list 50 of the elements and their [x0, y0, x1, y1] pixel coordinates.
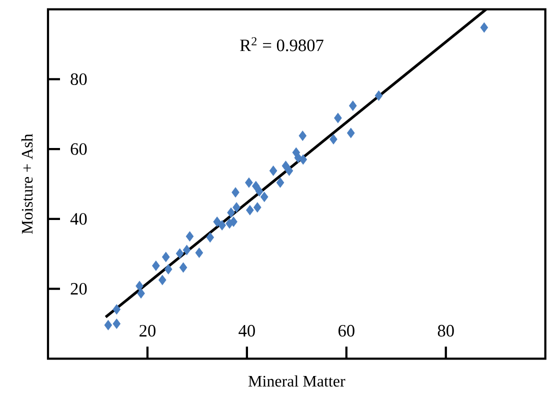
point — [112, 318, 121, 329]
point — [282, 160, 290, 171]
y-tick-label: 40 — [70, 213, 87, 225]
point — [213, 216, 221, 227]
point — [164, 264, 172, 274]
x-tick-label: 60 — [338, 324, 354, 337]
y-tick-label: 80 — [70, 73, 87, 86]
point — [195, 248, 204, 258]
point — [179, 262, 188, 273]
point — [374, 90, 383, 101]
x-axis-title: Mineral Matter — [248, 375, 346, 387]
point — [136, 280, 144, 292]
point — [112, 304, 121, 314]
point — [334, 112, 342, 124]
point — [254, 202, 262, 212]
point — [276, 178, 284, 188]
point — [104, 320, 112, 330]
point — [158, 274, 166, 286]
point — [246, 205, 254, 216]
point — [330, 134, 338, 144]
point — [137, 288, 145, 298]
point — [206, 232, 214, 243]
x-tick-label: 80 — [438, 324, 454, 337]
point — [269, 166, 278, 176]
point — [480, 22, 488, 33]
point — [252, 181, 260, 192]
y-tick-label: 60 — [70, 143, 87, 155]
point — [347, 128, 355, 138]
x-tick-label: 20 — [140, 324, 156, 337]
annotation: R$^{2}$ = 0.9807 — [240, 37, 324, 52]
point — [232, 202, 240, 212]
point — [299, 154, 308, 165]
point — [260, 192, 268, 202]
point — [285, 166, 294, 176]
point — [182, 244, 191, 256]
y-axis-title: Moisture + Ash — [21, 134, 33, 234]
point — [152, 260, 160, 271]
point — [227, 208, 235, 218]
point — [298, 130, 307, 141]
point — [162, 252, 170, 262]
point — [256, 186, 264, 196]
point — [349, 100, 357, 111]
point — [176, 248, 184, 259]
point — [218, 220, 226, 230]
point — [230, 216, 238, 227]
point — [245, 178, 253, 188]
point — [232, 187, 240, 198]
x-tick-label: 40 — [238, 324, 255, 337]
point — [186, 231, 194, 242]
y-tick-label: 20 — [70, 282, 87, 295]
